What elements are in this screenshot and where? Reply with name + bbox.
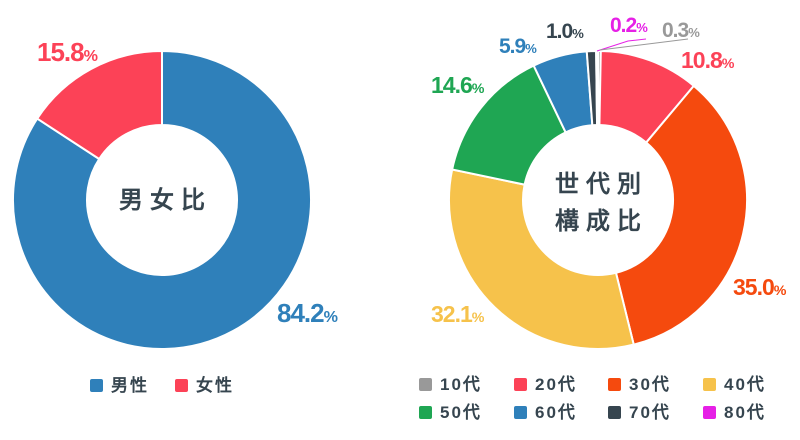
legend-item-70s: 70代 (608, 404, 703, 421)
pct-label-female: 15.8% (37, 37, 98, 67)
legend-label-female: 女性 (196, 376, 234, 395)
slice-female (35, 50, 163, 161)
80s-swatch (703, 406, 716, 419)
30s-swatch (608, 378, 621, 391)
legend-item-50s: 50代 (419, 404, 514, 421)
pct-label-20s: 10.8% (681, 47, 734, 73)
slice-40s (448, 168, 635, 350)
legend-item-80s: 80代 (703, 404, 798, 421)
legend-item-30s: 30代 (608, 376, 703, 393)
pct-label-male: 84.2% (277, 298, 338, 328)
legend-item-female: 女性 (175, 377, 234, 394)
40s-swatch (703, 378, 716, 391)
legend-label-10s: 10代 (440, 375, 482, 394)
slice-30s (614, 84, 748, 346)
pct-label-30s: 35.0% (733, 274, 786, 300)
pct-label-70s: 1.0% (546, 20, 584, 43)
legend-item-male: 男性 (90, 377, 149, 394)
pct-label-60s: 5.9% (499, 35, 537, 58)
legend-label-20s: 20代 (535, 375, 577, 394)
male-swatch (90, 379, 103, 392)
legend-label-50s: 50代 (440, 403, 482, 422)
70s-swatch (608, 406, 621, 419)
legend-label-80s: 80代 (724, 403, 766, 422)
pct-label-80s: 0.2% (610, 14, 648, 37)
legend-item-10s: 10代 (419, 376, 514, 393)
legend-label-70s: 70代 (629, 403, 671, 422)
legend-item-40s: 40代 (703, 376, 798, 393)
gender-legend: 男性 女性 (12, 377, 312, 394)
legend-item-60s: 60代 (514, 404, 608, 421)
pct-label-40s: 32.1% (431, 301, 484, 327)
generation-legend: 10代 20代 30代 40代 50代 60代 70代 80代 (419, 376, 798, 421)
50s-swatch (419, 406, 432, 419)
legend-label-30s: 30代 (629, 375, 671, 394)
slice-80s (595, 50, 599, 127)
20s-swatch (514, 378, 527, 391)
10s-swatch (419, 378, 432, 391)
female-swatch (175, 379, 188, 392)
pct-label-10s: 0.3% (662, 19, 700, 42)
60s-swatch (514, 406, 527, 419)
pct-label-50s: 14.6% (431, 72, 484, 98)
legend-label-male: 男性 (111, 376, 149, 395)
gender-donut-chart (12, 50, 312, 350)
legend-label-60s: 60代 (535, 403, 577, 422)
legend-label-40s: 40代 (724, 375, 766, 394)
slice-male (12, 50, 312, 350)
generation-donut-chart (448, 50, 748, 350)
legend-item-20s: 20代 (514, 376, 608, 393)
